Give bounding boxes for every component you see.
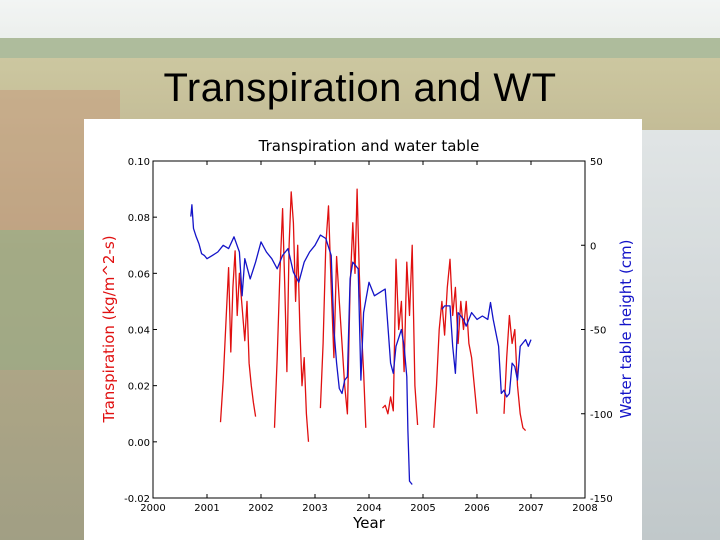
chart-panel: Transpiration and water table Year Trans… [84,119,642,540]
x-tick-label: 2000 [140,503,165,514]
y-tick-label: 0.06 [128,269,150,280]
x-axis-label: Year [352,514,386,532]
y2-tick-label: -100 [590,410,613,421]
plot-area [152,160,586,499]
y-axis-label: Transpiration (kg/m^2-s) [100,235,118,423]
x-tick-label: 2003 [302,503,327,514]
y-tick-label: 0.08 [128,213,150,224]
x-tick-label: 2005 [410,503,435,514]
y-tick-label: -0.02 [124,494,150,505]
x-tick-label: 2002 [248,503,273,514]
x-tick-label: 2008 [572,503,597,514]
y2-tick-label: 50 [590,157,603,168]
transpiration-series-line [503,314,527,432]
x-tick-label: 2001 [194,503,219,514]
bog-green-patch [0,230,90,370]
y-tick-label: 0.10 [128,157,150,168]
y2-tick-label: -150 [590,494,613,505]
slide-title: Transpiration and WT [163,66,557,110]
y2-axis-label: Water table height (cm) [617,239,635,418]
x-tick-label: 2004 [356,503,381,514]
x-tick-label: 2006 [464,503,489,514]
water-table-series-line [190,204,413,485]
y2-tick-label: 0 [590,241,596,252]
y-tick-label: 0.04 [128,326,150,337]
chart: Transpiration and water table Year Trans… [100,137,635,532]
y-tick-label: 0.02 [128,382,150,393]
transpiration-series-line [433,258,478,428]
transpiration-series-line [319,188,367,428]
transpiration-series-line [273,191,310,442]
x-tick-label: 2007 [518,503,543,514]
y-tick-label: 0.00 [128,438,150,449]
water-table-series-line [441,301,532,398]
transpiration-series-line [219,250,257,423]
y2-tick-label: -50 [590,326,606,337]
treeline [0,38,720,60]
chart-title: Transpiration and water table [258,137,480,155]
transpiration-series-line [382,244,419,426]
